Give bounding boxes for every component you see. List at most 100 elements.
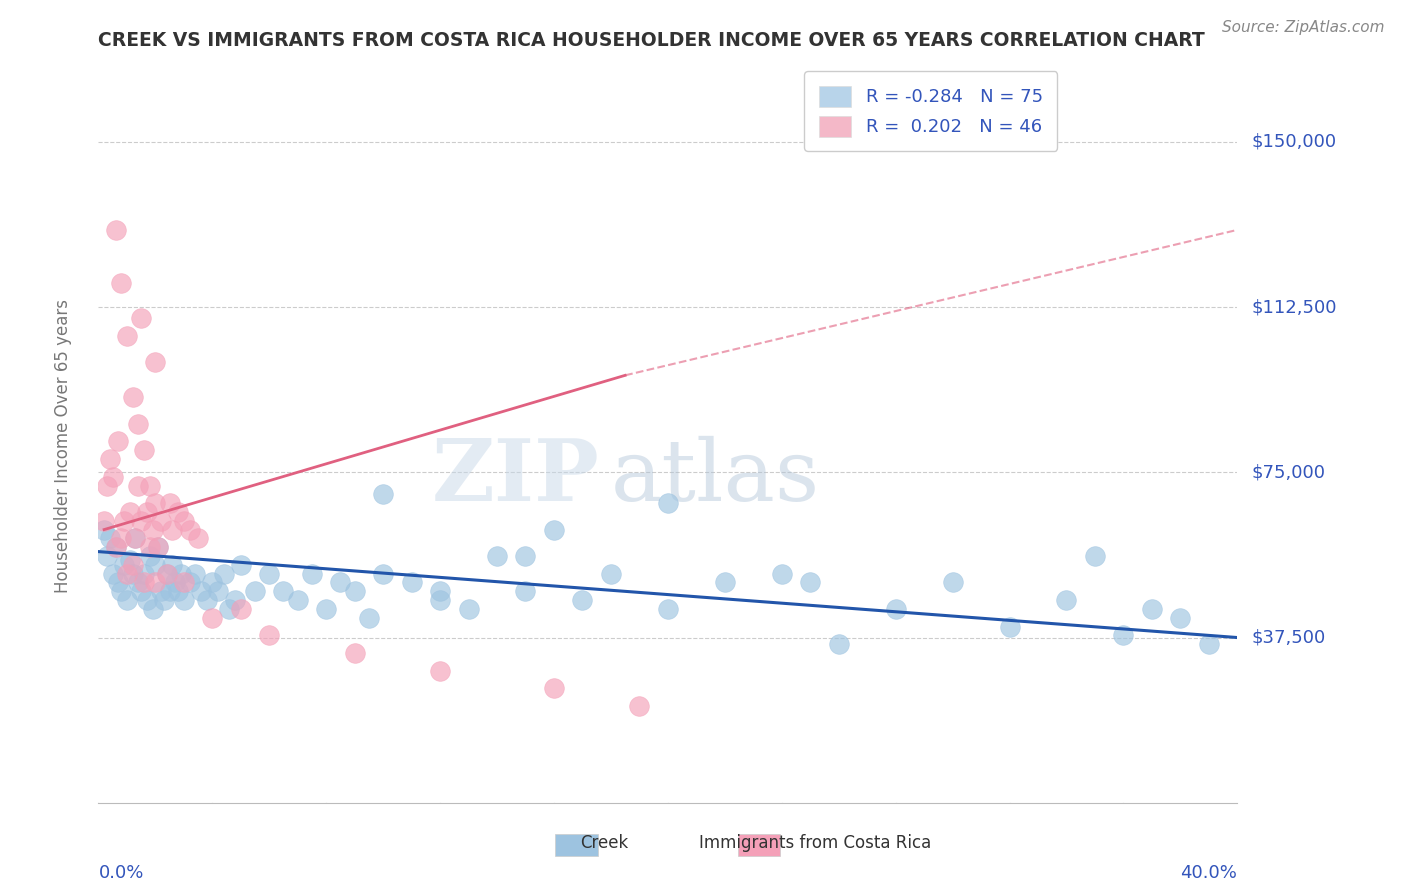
Point (201, 610, 224, 624)
Text: Source: ZipAtlas.com: Source: ZipAtlas.com (1222, 20, 1385, 35)
Point (184, 566, 207, 581)
Text: 0.0%: 0.0% (98, 864, 143, 882)
Point (1140, 602, 1163, 616)
Text: Creek: Creek (581, 834, 628, 852)
Text: $112,500: $112,500 (1251, 298, 1337, 316)
Text: CREEK VS IMMIGRANTS FROM COSTA RICA HOUSEHOLDER INCOME OVER 65 YEARS CORRELATION: CREEK VS IMMIGRANTS FROM COSTA RICA HOUS… (98, 30, 1205, 50)
Point (301, 566, 323, 581)
Point (657, 602, 679, 616)
Point (486, 549, 509, 563)
Point (173, 575, 195, 590)
Point (212, 566, 235, 581)
Point (315, 602, 337, 616)
Point (942, 575, 965, 590)
Point (118, 553, 141, 567)
Text: 40.0%: 40.0% (1181, 864, 1237, 882)
Text: Immigrants from Costa Rica: Immigrants from Costa Rica (699, 834, 932, 852)
Point (129, 311, 152, 326)
Point (1112, 628, 1135, 642)
Point (138, 478, 160, 492)
Point (115, 566, 138, 581)
Point (1198, 637, 1220, 651)
Point (173, 593, 195, 607)
Point (165, 575, 187, 590)
Point (373, 487, 395, 501)
Point (107, 434, 129, 449)
Point (145, 496, 167, 510)
Point (150, 584, 173, 599)
Point (104, 540, 127, 554)
Point (96, 549, 118, 563)
Point (156, 566, 179, 581)
Point (167, 584, 190, 599)
Text: Householder Income Over 65 years: Householder Income Over 65 years (55, 299, 72, 593)
Point (101, 566, 124, 581)
Point (115, 328, 138, 343)
Point (121, 390, 143, 404)
Point (121, 558, 143, 572)
Point (515, 584, 537, 599)
Text: $37,500: $37,500 (1251, 629, 1326, 647)
Point (127, 575, 149, 590)
Text: ZIP: ZIP (432, 435, 599, 519)
Point (224, 593, 246, 607)
Point (828, 637, 851, 651)
Point (135, 593, 157, 607)
Point (373, 566, 395, 581)
Point (179, 523, 201, 537)
Point (135, 505, 157, 519)
Point (104, 540, 127, 554)
Point (543, 681, 565, 696)
Point (998, 619, 1021, 633)
Point (150, 514, 173, 528)
Point (156, 566, 179, 581)
Point (571, 593, 593, 607)
Point (179, 575, 201, 590)
Point (141, 602, 163, 616)
Point (127, 417, 149, 431)
Point (515, 549, 537, 563)
Point (229, 602, 252, 616)
Point (170, 566, 193, 581)
Point (218, 602, 240, 616)
Point (1084, 549, 1107, 563)
Point (118, 505, 141, 519)
Point (145, 575, 167, 590)
Text: $75,000: $75,000 (1251, 463, 1326, 482)
Point (159, 496, 181, 510)
Point (124, 532, 146, 546)
Point (138, 549, 160, 563)
Point (229, 558, 252, 572)
Point (429, 593, 451, 607)
Point (110, 276, 132, 290)
Point (259, 628, 281, 642)
Point (628, 698, 651, 713)
Text: $150,000: $150,000 (1251, 133, 1337, 151)
Point (148, 540, 170, 554)
Point (243, 584, 266, 599)
Point (145, 355, 167, 369)
Point (112, 558, 135, 572)
Point (187, 532, 209, 546)
Point (110, 532, 132, 546)
Point (173, 514, 195, 528)
Point (167, 505, 190, 519)
Point (93, 523, 115, 537)
Point (145, 558, 167, 572)
Point (112, 514, 135, 528)
Point (207, 584, 229, 599)
Point (132, 575, 155, 590)
Point (259, 566, 281, 581)
Point (287, 593, 309, 607)
Point (190, 584, 212, 599)
Point (104, 223, 127, 237)
Legend: R = -0.284   N = 75, R =  0.202   N = 46: R = -0.284 N = 75, R = 0.202 N = 46 (804, 71, 1057, 151)
Point (273, 584, 295, 599)
Point (93, 514, 115, 528)
Point (543, 523, 565, 537)
Point (110, 584, 132, 599)
Point (138, 540, 160, 554)
Point (101, 469, 124, 483)
Point (153, 593, 176, 607)
Point (129, 514, 152, 528)
